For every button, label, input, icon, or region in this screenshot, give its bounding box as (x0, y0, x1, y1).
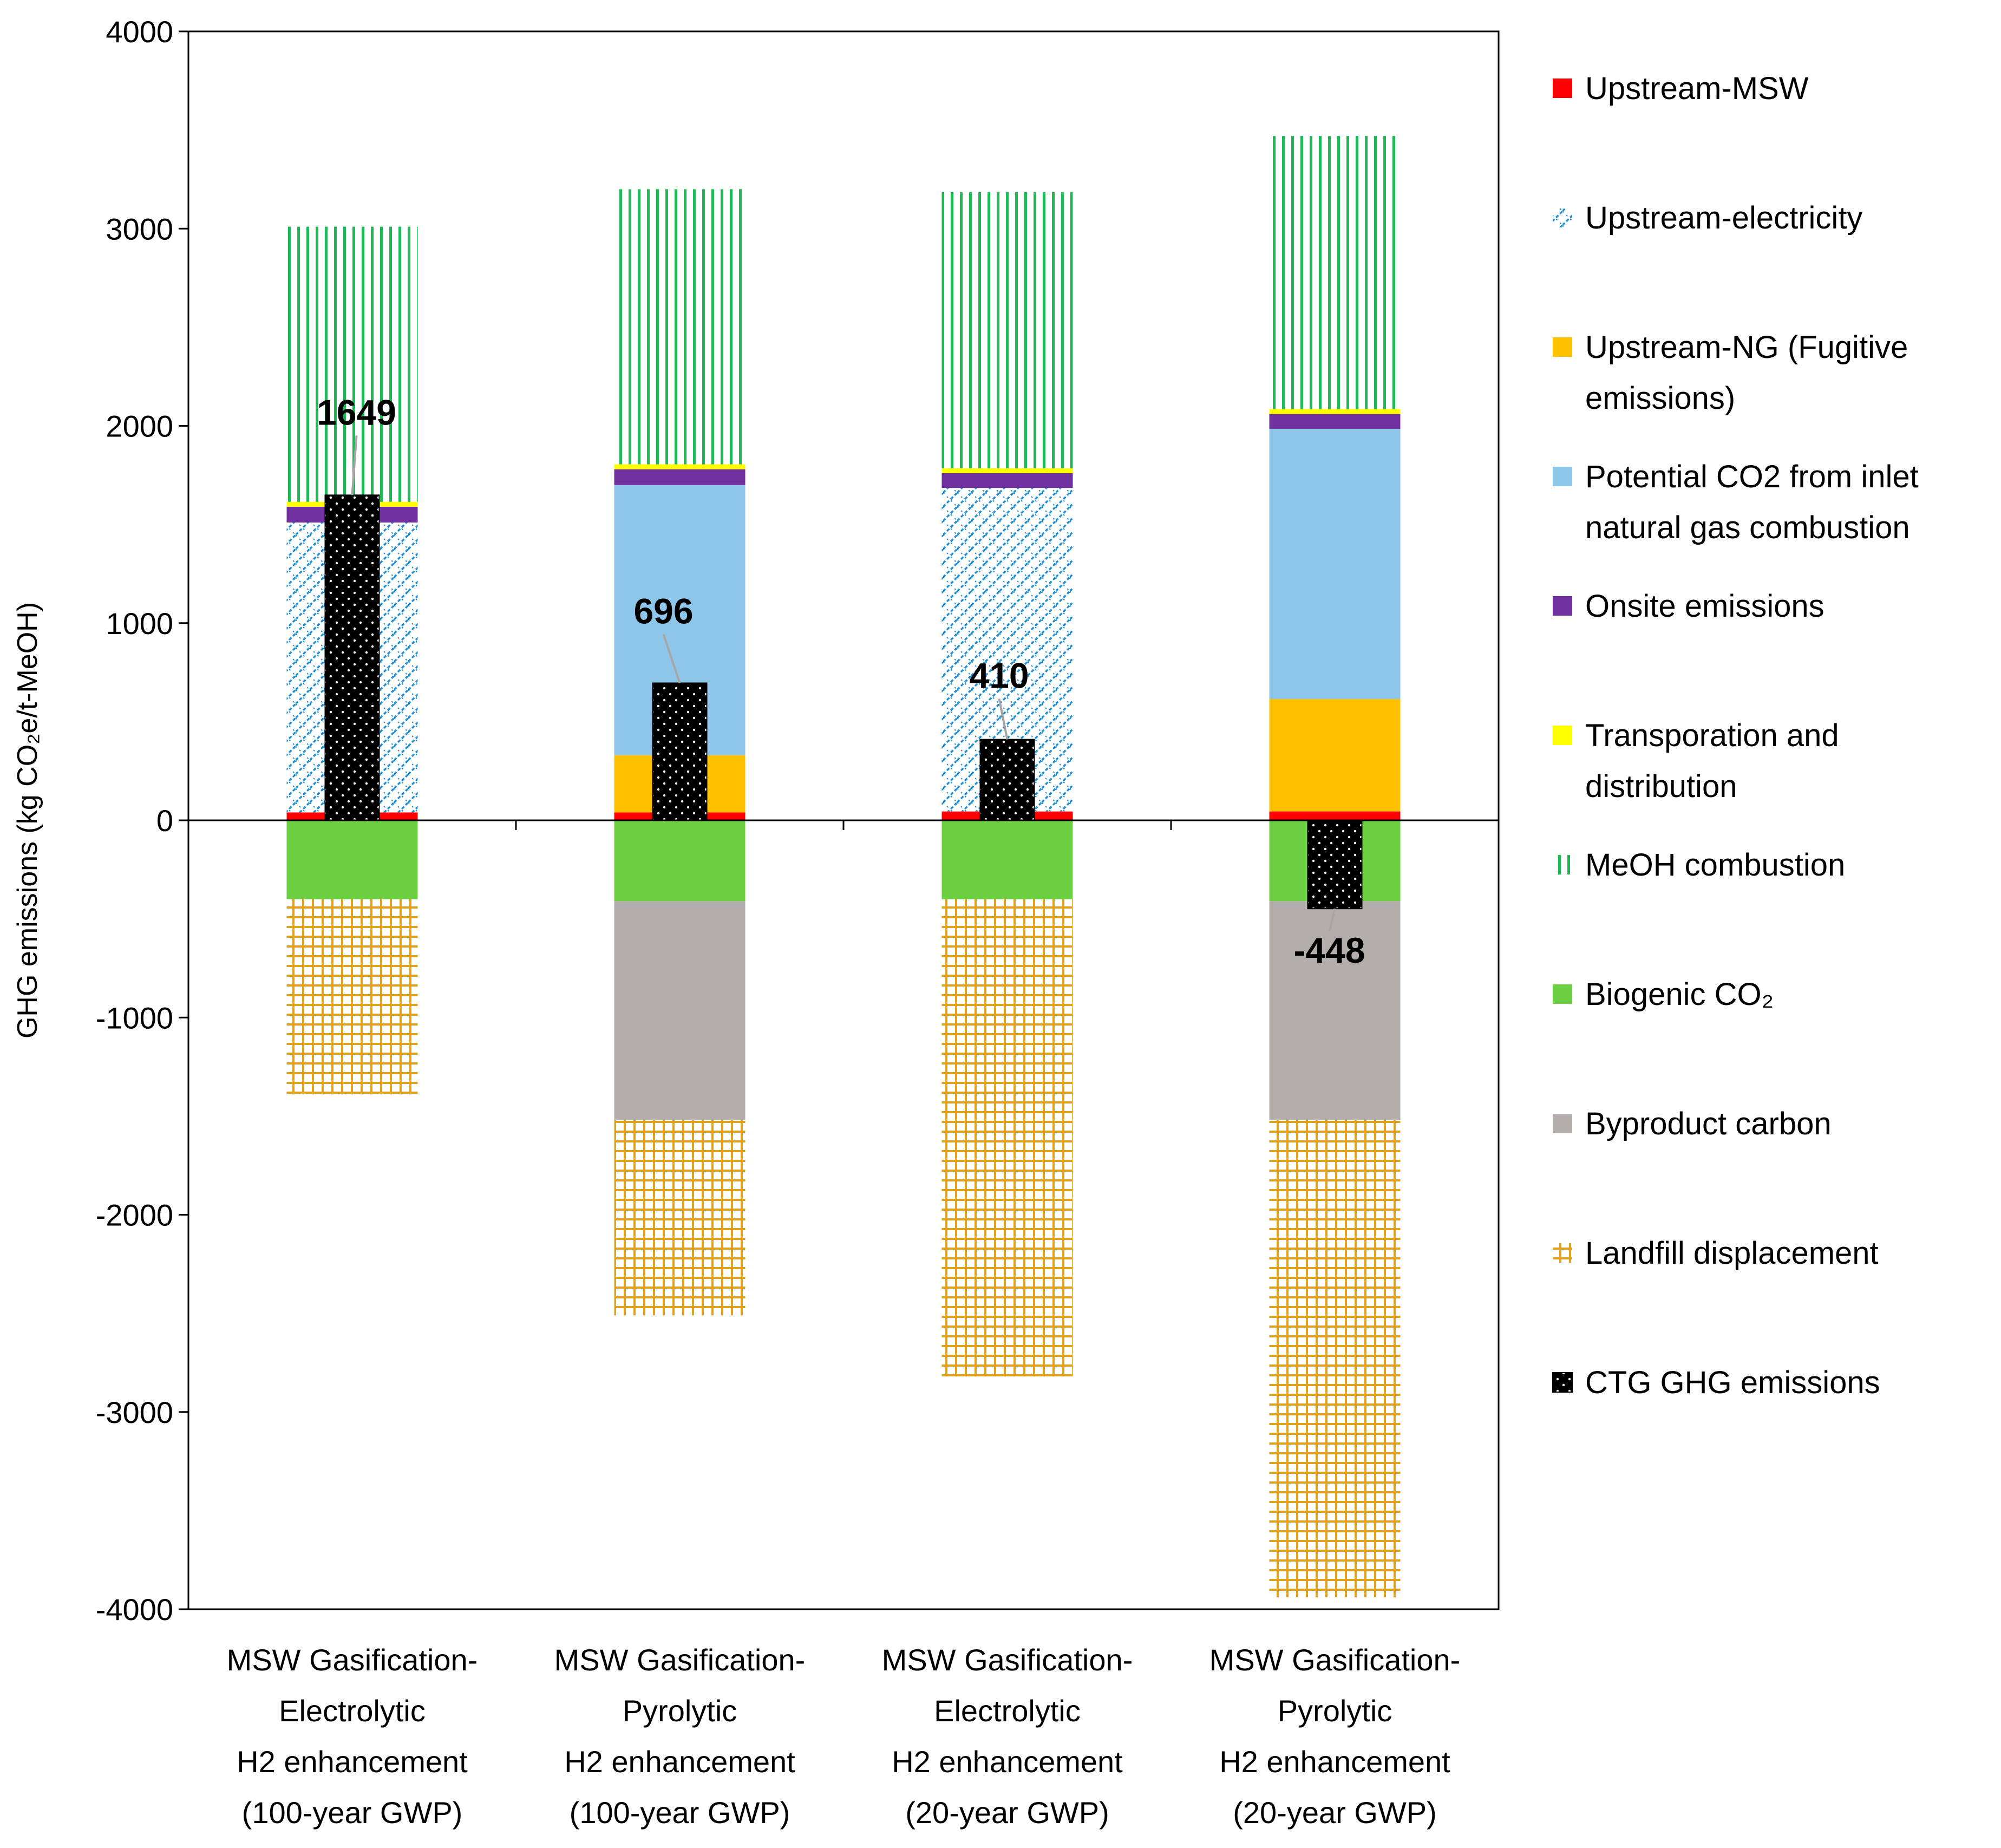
legend: Upstream-MSW Upstream-electricity Upstream… (1552, 71, 1919, 1400)
x-category-label-2: MSW Gasification-Pyrolytic H2 enhancement… (554, 1643, 806, 1830)
legend-swatch-biogenic-co (1553, 984, 1572, 1004)
bar-segment-potential-co2-from-inlet-natural-gas-combustion-4 (1269, 428, 1401, 699)
bar-segment-onsite-emissions-4 (1269, 414, 1401, 429)
x-category-label-3: MSW Gasification-Electrolytic H2 enhancem… (882, 1643, 1133, 1830)
data-label-leader-1 (351, 435, 358, 495)
legend-swatch-upstream-msw (1553, 79, 1572, 98)
legend-label-byproduct-carbon: Byproduct carbon (1585, 1106, 1832, 1141)
bar-segment-landfill-displacement-4 (1269, 1120, 1401, 1598)
legend-swatch-upstream-ng-fugitive-emissions (1553, 337, 1572, 357)
y-tick-label: 2000 (106, 409, 173, 443)
data-label-4: -448 (1293, 930, 1365, 970)
bar-segment-biogenic-co-1 (286, 820, 418, 899)
bar-segment-meoh-combustion-2 (614, 189, 746, 465)
legend-swatch-landfill-displacement (1553, 1243, 1572, 1263)
x-category-label-4: MSW Gasification-Pyrolytic H2 enhancement… (1209, 1643, 1461, 1830)
legend-swatch-onsite-emissions (1553, 596, 1572, 616)
legend-swatch-potential-co2-from-inlet-natural-gas-combustion (1553, 467, 1572, 486)
legend-label-upstream-msw: Upstream-MSW (1585, 71, 1809, 106)
bar-segment-landfill-displacement-3 (941, 899, 1073, 1377)
y-tick-label: -2000 (96, 1198, 173, 1232)
data-label-1: 1649 (317, 392, 396, 432)
legend-label-upstream-electricity: Upstream-electricity (1585, 200, 1862, 236)
data-label-leader-4 (1328, 908, 1336, 932)
bar-segment-upstream-ng-fugitive-emissions-4 (1269, 698, 1401, 812)
legend-label-transporation-and-distribution: Transporation and distribution (1585, 718, 1839, 804)
y-tick-label: 4000 (106, 15, 173, 49)
bar-segment-transporation-and-distribution-4 (1269, 409, 1401, 414)
y-axis-title: GHG emissions (kg CO₂e/t-MeOH) (12, 602, 43, 1039)
legend-label-biogenic-co: Biogenic CO₂ (1585, 977, 1774, 1012)
bar-segment-meoh-combustion-4 (1269, 136, 1401, 409)
y-tick-label: 1000 (106, 606, 173, 641)
y-tick-label: -1000 (96, 1001, 173, 1035)
y-tick-label: -3000 (96, 1395, 173, 1429)
y-tick-label: 0 (156, 804, 173, 838)
legend-label-potential-co2-from-inlet-natural-gas-combustion: Potential CO2 from inlet natural gas comb… (1585, 459, 1919, 545)
legend-swatch-upstream-electricity (1553, 208, 1572, 227)
y-tick-label: -4000 (96, 1592, 173, 1627)
net-bar-4 (1307, 820, 1363, 910)
bar-segment-transporation-and-distribution-3 (941, 468, 1073, 473)
legend-label-meoh-combustion: MeOH combustion (1585, 847, 1845, 883)
bar-segment-onsite-emissions-3 (941, 473, 1073, 488)
bar-segment-transporation-and-distribution-2 (614, 464, 746, 469)
legend-label-onsite-emissions: Onsite emissions (1585, 589, 1825, 624)
data-label-leader-3 (998, 698, 1009, 740)
net-bar-2 (652, 682, 708, 821)
legend-swatch-transporation-and-distribution (1553, 726, 1572, 745)
bar-segment-biogenic-co-2 (614, 820, 746, 902)
data-label-leader-2 (662, 634, 681, 684)
legend-swatch-meoh-combustion (1553, 855, 1572, 874)
bar-segment-byproduct-carbon-2 (614, 901, 746, 1120)
x-category-label-1: MSW Gasification-Electrolytic H2 enhancem… (227, 1643, 478, 1830)
legend-label-upstream-ng-fugitive-emissions: Upstream-NG (Fugitive emissions) (1585, 330, 1908, 416)
bar-segment-meoh-combustion-3 (941, 192, 1073, 468)
data-label-2: 696 (633, 591, 693, 631)
bar-segment-onsite-emissions-2 (614, 469, 746, 485)
bar-segment-landfill-displacement-1 (286, 899, 418, 1095)
legend-swatch-byproduct-carbon (1553, 1114, 1572, 1133)
legend-label-landfill-displacement: Landfill displacement (1585, 1236, 1879, 1271)
net-bar-3 (979, 739, 1035, 821)
data-label-3: 410 (969, 656, 1029, 696)
bar-segment-meoh-combustion-1 (286, 226, 418, 502)
y-tick-label: 3000 (106, 212, 173, 246)
net-bar-1 (324, 494, 380, 821)
legend-swatch-ctg-ghg-emissions (1552, 1372, 1573, 1393)
bar-segment-byproduct-carbon-4 (1269, 901, 1401, 1120)
bar-segment-biogenic-co-3 (941, 820, 1073, 899)
bar-segment-landfill-displacement-2 (614, 1120, 746, 1316)
bar-segment-upstream-msw-4 (1269, 811, 1401, 820)
legend-label-ctg-ghg-emissions: CTG GHG emissions (1585, 1365, 1880, 1400)
